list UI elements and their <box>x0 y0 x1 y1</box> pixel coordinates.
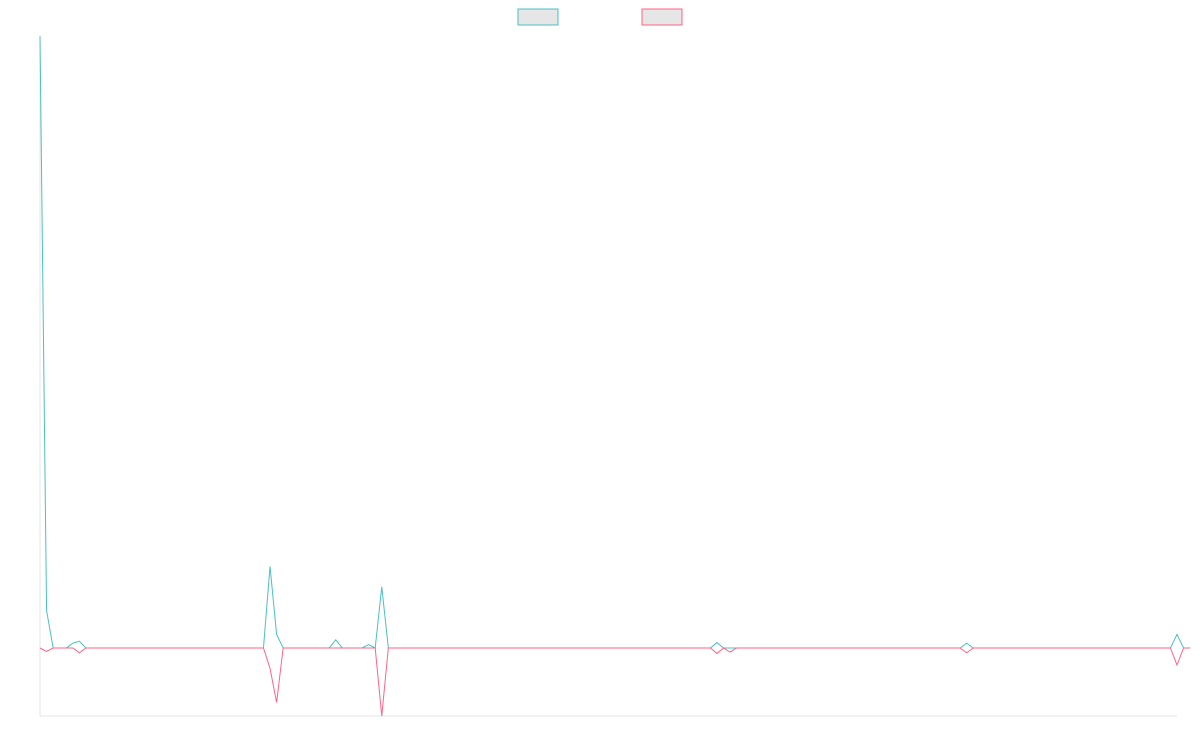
series-layer <box>39 35 1191 717</box>
legend-swatch-2 <box>641 8 683 26</box>
series-line-2 <box>39 647 1191 717</box>
series-line-1 <box>39 35 1191 649</box>
axes <box>39 36 1177 717</box>
legend-swatch-1 <box>517 8 559 26</box>
legend <box>517 8 683 26</box>
